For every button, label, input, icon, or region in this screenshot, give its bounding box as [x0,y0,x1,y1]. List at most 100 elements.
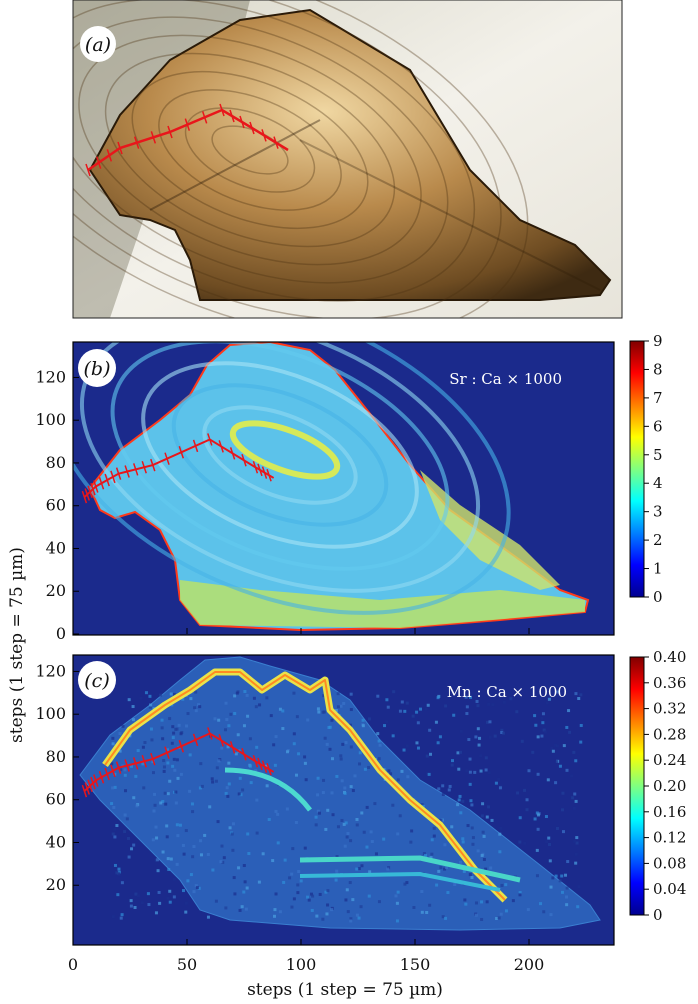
transect-tick [257,757,263,771]
transect-tick [164,452,170,465]
colorbar-tick-label: 0.20 [653,777,686,795]
speckle [450,759,454,763]
speckle [117,873,121,877]
panel-c-heatmap [73,655,614,945]
speckle [274,892,278,896]
speckle [314,823,318,827]
mn-peak-band [104,671,506,901]
speckle [146,892,150,896]
colorbar-b [629,340,645,598]
speckle [389,772,393,776]
growth-ring [104,52,396,248]
transect-tick [90,482,96,496]
speckle [299,879,303,883]
speckle [367,894,371,898]
transect-tick [110,764,116,778]
speckle [437,787,441,791]
speckle [273,908,277,912]
speckle [348,723,352,727]
speckle [523,841,527,845]
transect-tick [124,465,130,478]
speckle [176,776,180,780]
speckle [172,877,176,881]
speckle [154,825,158,829]
speckle [535,811,539,815]
speckle [398,814,402,818]
speckle [317,710,321,714]
speckle [158,901,162,905]
speckle [159,693,163,697]
speckle [243,880,247,884]
speckle [189,697,193,701]
transect-tick [219,103,225,117]
speckle [199,853,203,857]
transect-tick [218,734,224,747]
speckle [345,835,349,839]
speckle [339,757,343,761]
speckle [476,849,480,853]
speckle [130,764,134,768]
speckle [113,827,117,831]
speckle [211,868,215,872]
speckle [255,831,259,835]
colorbar-tick-label: 8 [653,360,663,378]
y-tick-label: 20 [46,875,66,894]
speckle [257,880,261,884]
speckle [290,905,294,909]
speckle [346,910,350,914]
speckle [441,784,445,788]
transect-tick [93,774,99,787]
speckle [303,761,307,765]
speckle [456,751,460,755]
speckle [175,727,179,731]
speckle [533,817,537,821]
transect-tick [150,752,156,766]
transect-tick [229,109,235,123]
speckle [325,912,329,916]
speckle [232,876,236,880]
speckle [459,729,463,733]
speckle [292,897,296,901]
speckle [309,892,313,896]
speckle [541,712,545,716]
transect-tick [192,439,199,453]
colorbar-tick-label: 0 [653,906,663,924]
speckle [574,692,578,696]
speckle [351,789,355,793]
speckle [168,779,172,783]
speckle [565,725,569,729]
y-tick-label: 0 [56,624,66,643]
speckle [234,752,238,756]
speckle [339,754,343,758]
speckle [306,895,310,899]
speckle [403,709,407,713]
y-tick-label: 100 [35,704,66,723]
speckle [225,786,229,790]
speckle [124,789,128,793]
speckle [464,695,468,699]
transect-tick [84,488,90,501]
speckle [141,745,145,749]
speckle [274,809,278,813]
speckle [429,856,433,860]
speckle [461,840,465,844]
speckle [198,786,202,790]
speckle [148,705,152,709]
speckle [113,785,117,789]
speckle [558,879,562,883]
speckle [265,784,269,788]
speckle [343,786,347,790]
speckle [133,905,137,909]
speckle [562,744,566,748]
speckle [355,913,359,917]
speckle [568,730,572,734]
colorbar-tick-label: 4 [653,474,663,492]
speckle [571,796,575,800]
speckle [110,762,114,766]
speckle [550,746,554,750]
speckle [335,869,339,873]
speckle [241,788,245,792]
speckle [574,852,578,856]
speckle [157,890,161,894]
photo-crack [149,119,321,211]
